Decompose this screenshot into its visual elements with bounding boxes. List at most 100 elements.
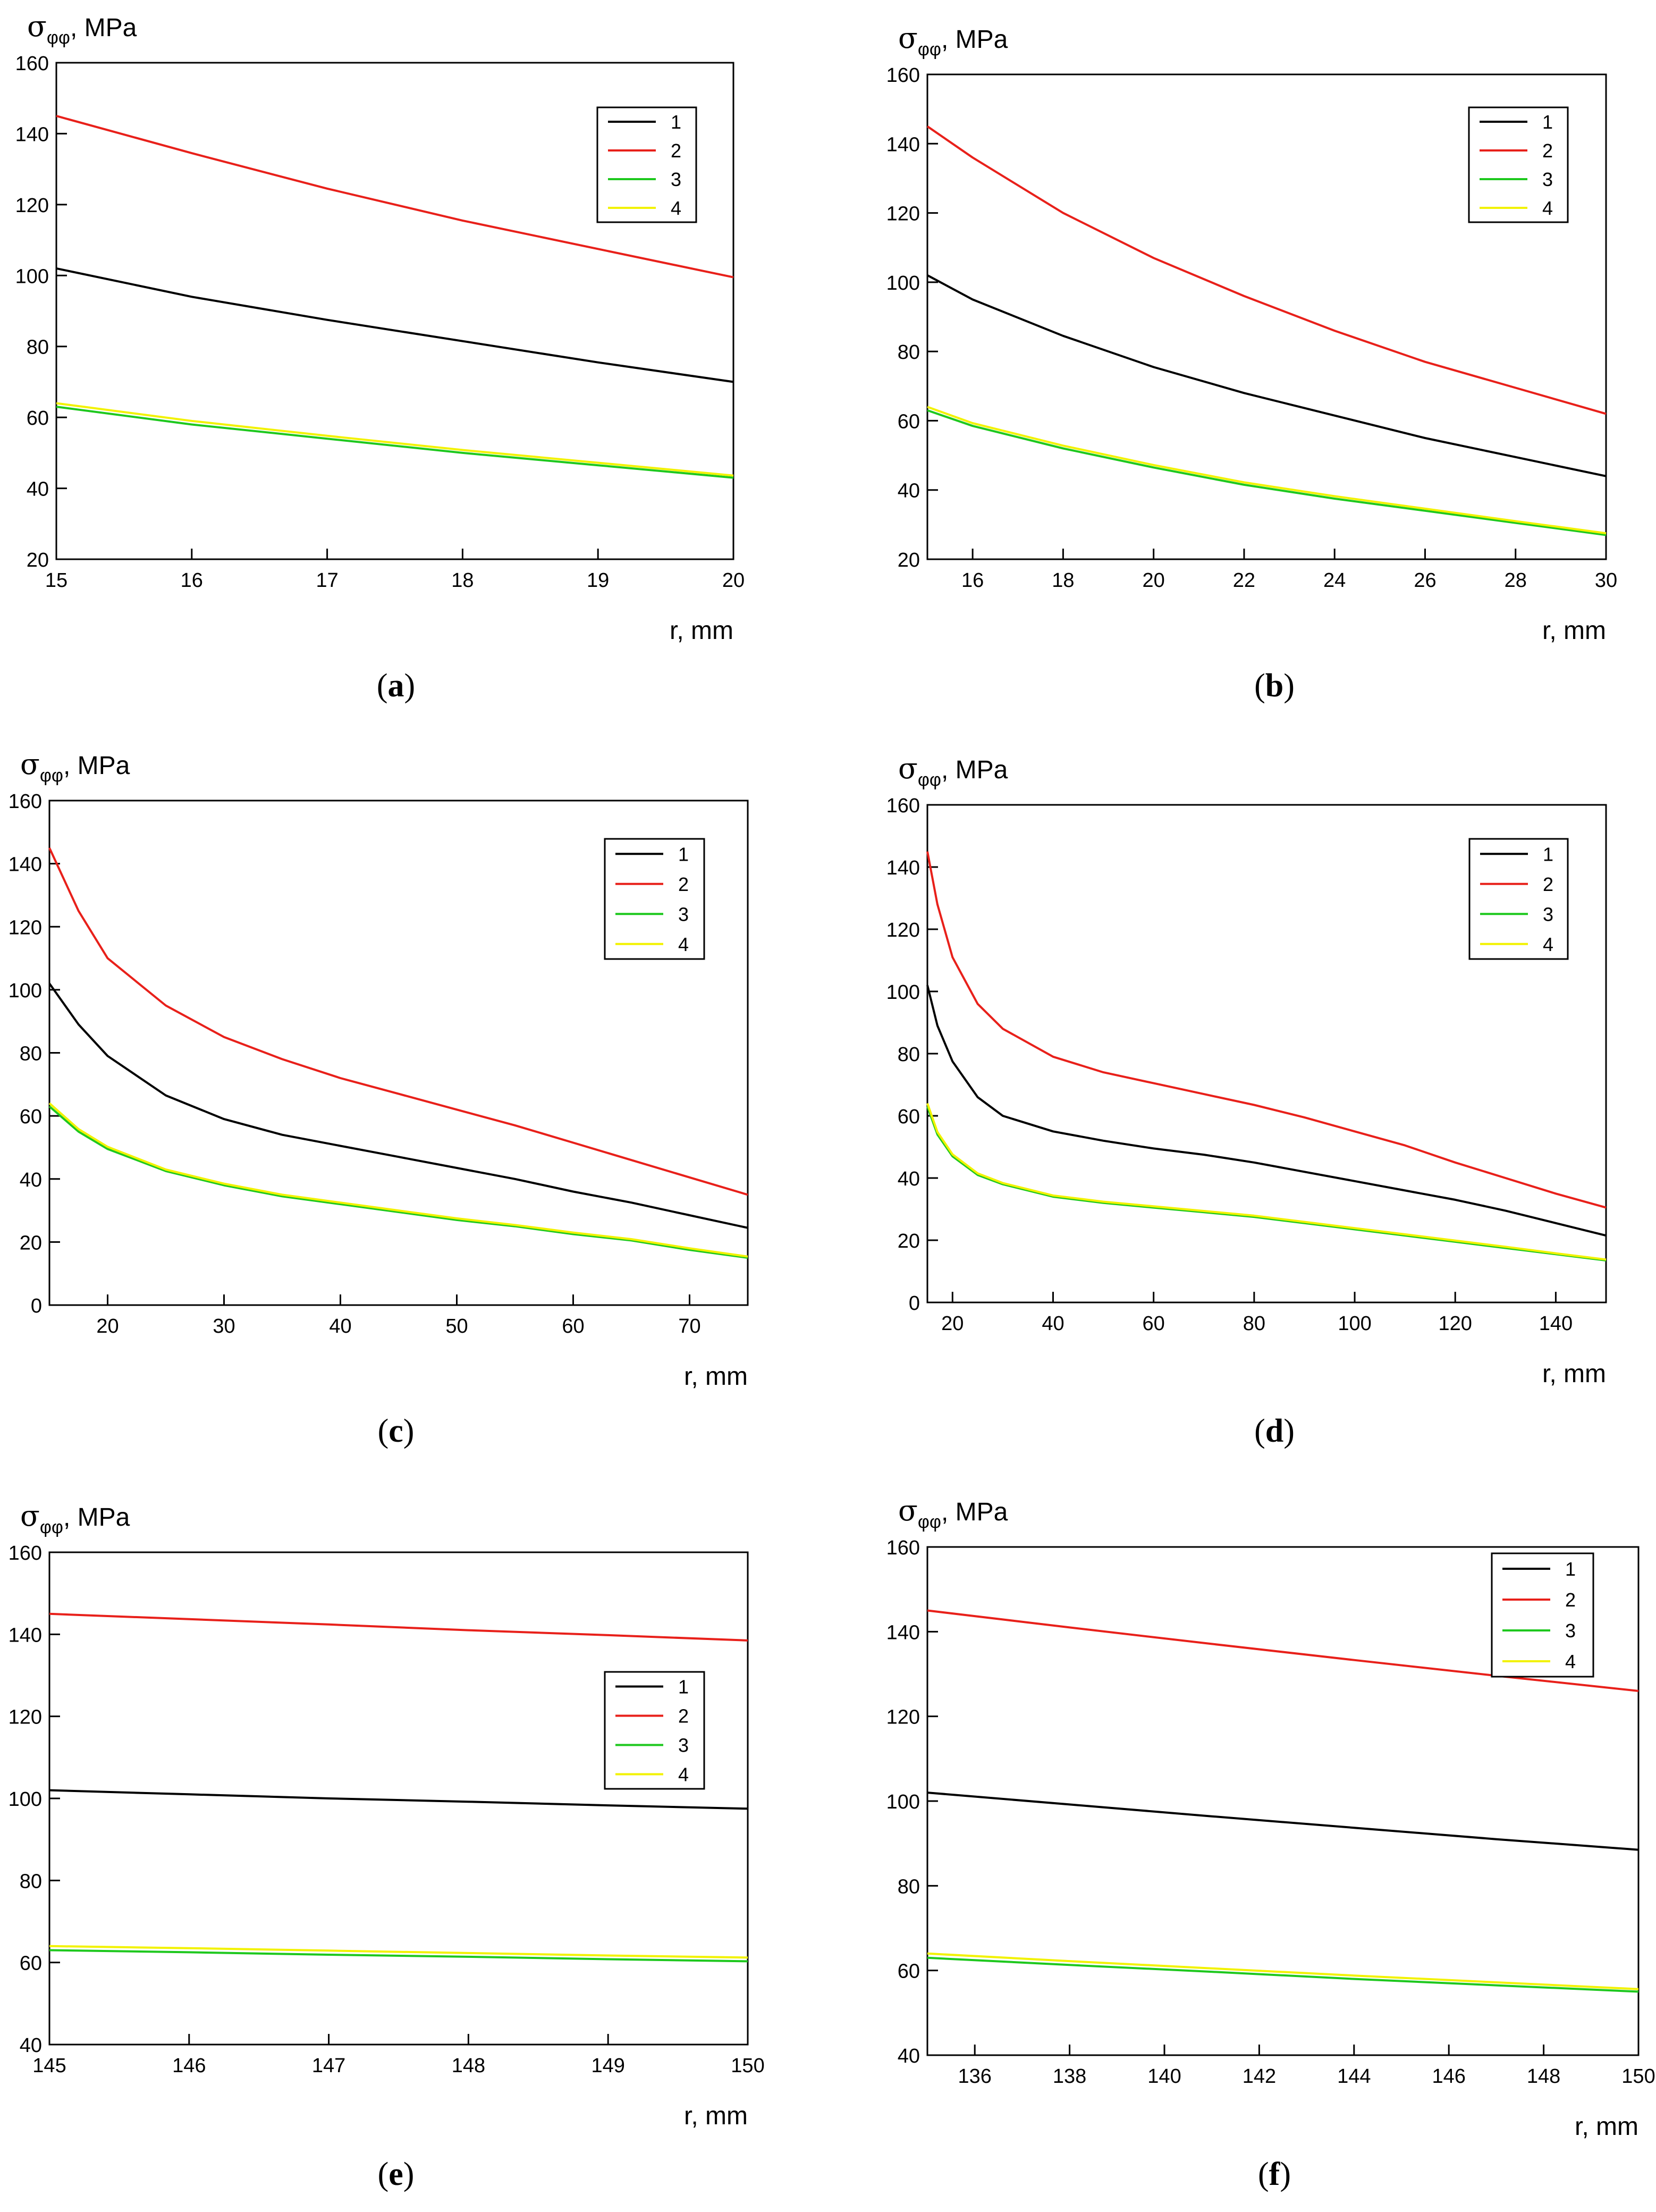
y-axis-label: σφφ, MPa <box>898 21 1008 60</box>
y-tick-label: 80 <box>20 1870 42 1893</box>
y-axis-label: σφφ, MPa <box>898 752 1008 790</box>
caption-open-paren: ( <box>378 2156 389 2192</box>
legend-label: 2 <box>1542 140 1553 162</box>
x-tick-label: 30 <box>213 1315 235 1338</box>
series-line-2 <box>56 115 734 279</box>
y-tick-label: 140 <box>15 123 49 146</box>
caption-open-paren: ( <box>378 1413 389 1449</box>
x-axis-label: r, mm <box>684 1362 748 1391</box>
y-axis-label-subscript: φφ <box>47 28 70 48</box>
legend-label: 4 <box>1542 197 1553 219</box>
y-axis-label: σφφ, MPa <box>898 1494 1008 1532</box>
legend: 1 2 3 4 <box>604 1671 705 1790</box>
plot-frame <box>926 73 1607 560</box>
y-tick-label: 140 <box>9 1624 42 1646</box>
series-line-4 <box>927 406 1607 535</box>
x-tick-label: 18 <box>451 569 474 592</box>
y-axis-label-symbol: σ <box>898 21 918 55</box>
legend-label: 1 <box>678 843 689 865</box>
series-line-1 <box>48 982 748 1229</box>
x-axis-label: r, mm <box>1542 617 1606 645</box>
x-tick-label: 142 <box>1243 2065 1276 2088</box>
y-tick-label: 100 <box>9 980 42 1002</box>
y-tick-label: 80 <box>898 341 920 364</box>
legend-label: 2 <box>671 140 681 162</box>
x-tick-label: 26 <box>1414 569 1436 592</box>
y-tick-label: 40 <box>898 1168 920 1190</box>
y-tick-label: 40 <box>20 2034 42 2057</box>
y-tick-label: 20 <box>898 1230 920 1252</box>
y-tick-label: 160 <box>886 795 920 817</box>
x-tick-label: 136 <box>958 2065 991 2088</box>
x-tick-label: 148 <box>452 2055 485 2077</box>
series-line-1 <box>927 1792 1639 1851</box>
series-line-2 <box>926 851 1607 1209</box>
caption-close-paren: ) <box>403 1413 415 1449</box>
y-axis-label-unit: , MPa <box>70 14 137 42</box>
y-tick-label: 60 <box>20 1953 42 1975</box>
y-tick-label: 120 <box>9 1706 42 1729</box>
x-tick-label: 16 <box>181 569 203 592</box>
caption-letter: f <box>1269 2156 1281 2192</box>
x-tick-label: 60 <box>562 1315 584 1338</box>
caption-letter: a <box>388 668 404 704</box>
y-tick-label: 140 <box>886 133 920 156</box>
caption-letter: d <box>1265 1413 1283 1449</box>
y-tick-label: 160 <box>15 53 49 75</box>
x-tick-label: 20 <box>1143 569 1165 592</box>
x-tick-label: 100 <box>1338 1313 1371 1335</box>
legend-label: 1 <box>1543 843 1553 865</box>
legend-label: 4 <box>1543 933 1553 955</box>
y-tick-label: 160 <box>886 64 920 87</box>
x-tick-label: 140 <box>1147 2065 1181 2088</box>
caption-close-paren: ) <box>1280 2156 1291 2192</box>
y-tick-label: 0 <box>909 1292 920 1315</box>
series-line-2 <box>49 1612 748 1642</box>
y-tick-label: 60 <box>898 1106 920 1128</box>
x-tick-label: 70 <box>678 1315 700 1338</box>
series-line-4 <box>49 1945 748 1959</box>
series-line-3 <box>927 1956 1639 1993</box>
y-axis-label-symbol: σ <box>898 752 918 785</box>
y-axis-label-symbol: σ <box>898 1494 918 1527</box>
x-tick-label: 146 <box>1432 2065 1465 2088</box>
y-tick-label: 100 <box>9 1788 42 1811</box>
y-axis-label-subscript: φφ <box>918 39 941 60</box>
x-tick-label: 148 <box>1527 2065 1560 2088</box>
x-tick-label: 149 <box>591 2055 624 2077</box>
y-axis-label: σφφ, MPa <box>27 10 137 48</box>
y-tick-label: 20 <box>20 1232 42 1254</box>
y-tick-label: 100 <box>886 981 920 1004</box>
legend-label: 3 <box>1543 903 1553 925</box>
panel-caption: (d) <box>1254 1413 1295 1449</box>
x-axis-label: r, mm <box>670 617 733 645</box>
legend-label: 3 <box>1542 169 1553 190</box>
y-axis-label-subscript: φφ <box>918 1512 941 1532</box>
series-line-3 <box>56 406 734 479</box>
x-axis-label: r, mm <box>1575 2113 1638 2141</box>
x-tick-label: 17 <box>316 569 338 592</box>
series-line-1 <box>56 267 734 383</box>
y-axis-label-unit: , MPa <box>941 1498 1008 1526</box>
series-line-3 <box>926 1106 1607 1261</box>
legend-label: 1 <box>1565 1558 1576 1580</box>
caption-letter: b <box>1265 668 1283 704</box>
panel-caption: (c) <box>378 1413 415 1449</box>
y-tick-label: 20 <box>27 549 49 571</box>
x-axis-label: r, mm <box>1542 1360 1606 1388</box>
y-tick-label: 100 <box>886 272 920 295</box>
legend-label: 4 <box>1565 1651 1576 1672</box>
caption-letter: e <box>388 2156 403 2192</box>
panel-caption: (e) <box>378 2156 415 2192</box>
y-axis-label-subscript: φφ <box>918 770 941 790</box>
y-tick-label: 20 <box>898 549 920 571</box>
x-tick-label: 20 <box>96 1315 119 1338</box>
legend-label: 1 <box>671 111 681 133</box>
caption-close-paren: ) <box>1283 668 1295 704</box>
legend-label: 2 <box>1543 873 1553 895</box>
series-line-1 <box>926 985 1607 1237</box>
y-tick-label: 60 <box>20 1106 42 1128</box>
